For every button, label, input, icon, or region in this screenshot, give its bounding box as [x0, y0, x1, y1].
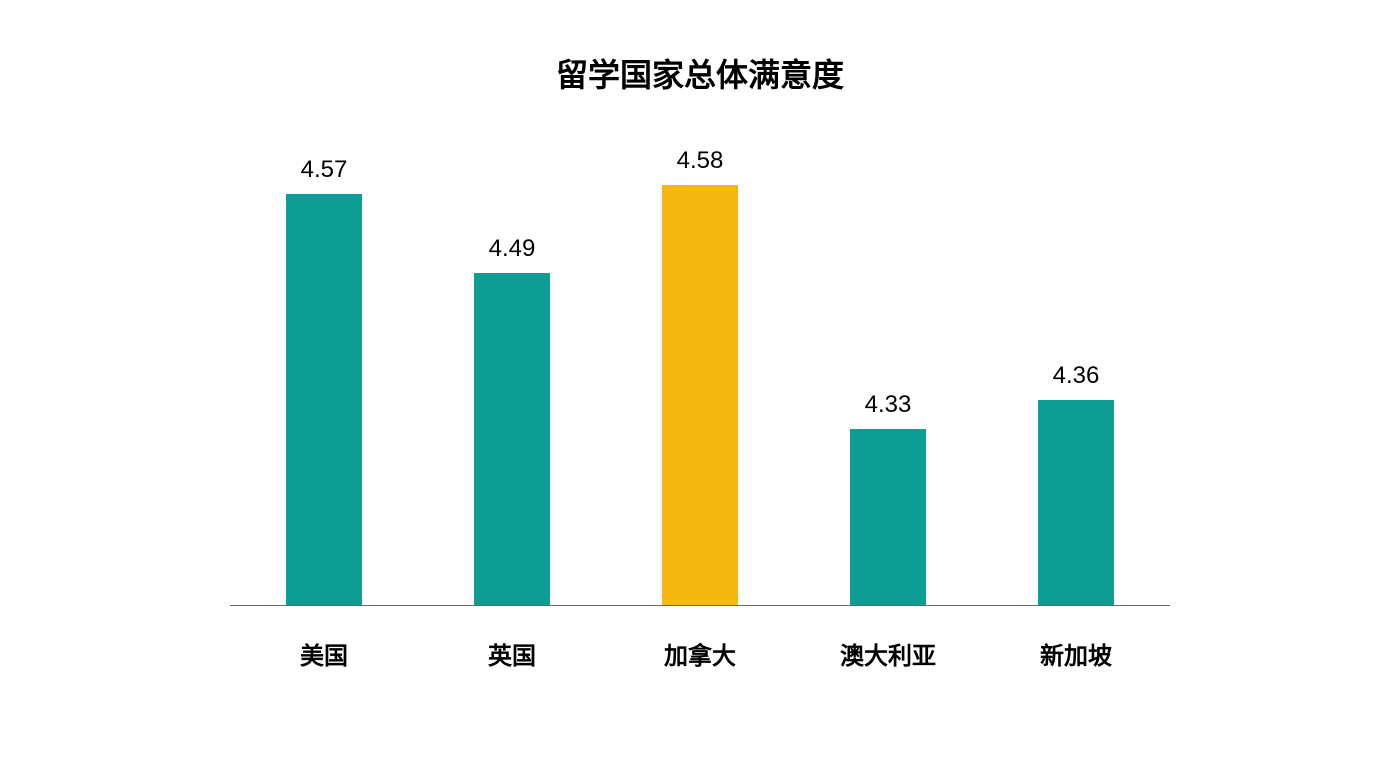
bar-value-label: 4.33 [865, 391, 912, 419]
bar-value-label: 4.49 [489, 235, 536, 263]
x-axis-label: 澳大利亚 [840, 636, 936, 671]
x-axis-label: 新加坡 [1040, 636, 1112, 671]
bar-group: 4.36 [1038, 362, 1114, 605]
plot-area: 4.574.494.584.334.36 [230, 166, 1170, 606]
bar-value-label: 4.58 [677, 147, 724, 175]
bar [662, 185, 738, 605]
x-axis-label: 加拿大 [664, 636, 736, 671]
bar [850, 429, 926, 605]
x-axis-label: 英国 [488, 636, 536, 671]
bar [474, 273, 550, 605]
bar-group: 4.49 [474, 235, 550, 605]
bar-group: 4.33 [850, 391, 926, 605]
x-axis-label: 美国 [300, 636, 348, 671]
bar [1038, 400, 1114, 605]
x-axis-labels: 美国 英国 加拿大 澳大利亚 新加坡 [230, 636, 1170, 676]
bar-group: 4.58 [662, 147, 738, 605]
bar-group: 4.57 [286, 156, 362, 605]
chart-container: 留学国家总体满意度 4.57 4.49 4.58 4.33 4.36 美国 英国 加拿大 澳大… [220, 50, 1180, 720]
bar-value-label: 4.57 [301, 156, 348, 184]
chart-title: 留学国家总体满意度 [220, 50, 1180, 96]
bar-value-label: 4.36 [1053, 362, 1100, 390]
bar [286, 194, 362, 605]
